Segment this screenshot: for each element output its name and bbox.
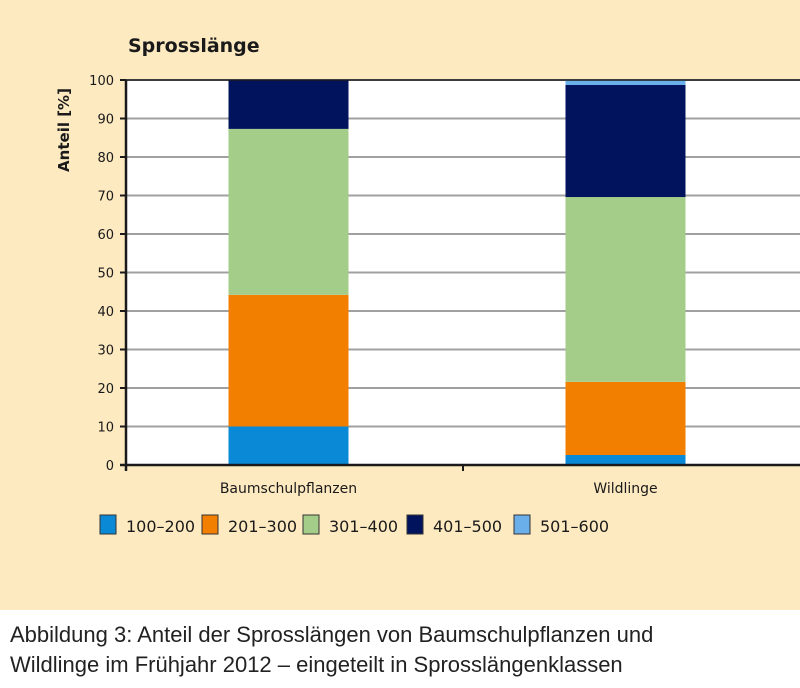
x-tick-label: Wildlinge	[593, 481, 657, 497]
caption-line-1: Abbildung 3: Anteil der Sprosslängen von…	[10, 622, 654, 647]
y-tick-label: 100	[89, 74, 114, 89]
bar-segment	[565, 80, 686, 86]
axes	[120, 79, 800, 471]
y-tick-label: 0	[106, 459, 114, 474]
bar-segment	[565, 85, 686, 198]
chart-title: Sprosslänge	[128, 35, 260, 57]
legend-label: 100–200	[126, 517, 195, 536]
legend-item: 501–600	[513, 514, 609, 536]
y-tick-label: 10	[97, 421, 114, 436]
bar-segment	[228, 426, 349, 465]
legend-swatch	[302, 514, 320, 535]
bar-segment	[565, 381, 686, 455]
legend-label: 201–300	[228, 517, 297, 536]
y-tick-label: 20	[97, 382, 114, 397]
figure-caption: Abbildung 3: Anteil der Sprosslängen von…	[10, 620, 790, 680]
y-tick-label: 60	[97, 228, 114, 243]
caption-line-2: Wildlinge im Frühjahr 2012 – eingeteilt …	[10, 652, 623, 677]
legend: 100–200 201–300 301–400 401–500 501–600	[99, 514, 609, 536]
category-labels: Baumschulpflanzen Wildlinge	[220, 481, 658, 497]
legend-label: 301–400	[329, 517, 398, 536]
legend-label: 401–500	[433, 517, 502, 536]
y-tick-labels: 0 10 20 30 40 50 60 70 80 90 100	[89, 74, 114, 474]
bar-segment	[228, 294, 349, 427]
y-tick-label: 80	[97, 151, 114, 166]
y-axis-label: Anteil [%]	[55, 88, 73, 172]
bars	[228, 80, 686, 465]
legend-swatch	[406, 514, 424, 535]
bar-segment	[565, 197, 686, 382]
bar-segment	[228, 128, 349, 295]
legend-label: 501–600	[540, 517, 609, 536]
bar-segment	[565, 454, 686, 465]
y-tick-label: 40	[97, 305, 114, 320]
bar-segment	[228, 80, 349, 129]
chart: Sprosslänge 0 10 20 30 40 50 60 70 80 90 100 Antei…	[55, 35, 800, 536]
x-tick-label: Baumschulpflanzen	[220, 481, 357, 497]
y-tick-label: 30	[97, 344, 114, 359]
legend-item: 301–400	[302, 514, 398, 536]
legend-item: 201–300	[201, 514, 297, 536]
legend-swatch	[99, 514, 117, 535]
y-tick-label: 70	[97, 190, 114, 205]
y-tick-label: 90	[97, 113, 114, 128]
legend-swatch	[513, 514, 531, 535]
y-tick-label: 50	[97, 267, 114, 282]
legend-item: 401–500	[406, 514, 502, 536]
legend-item: 100–200	[99, 514, 195, 536]
legend-swatch	[201, 514, 219, 535]
